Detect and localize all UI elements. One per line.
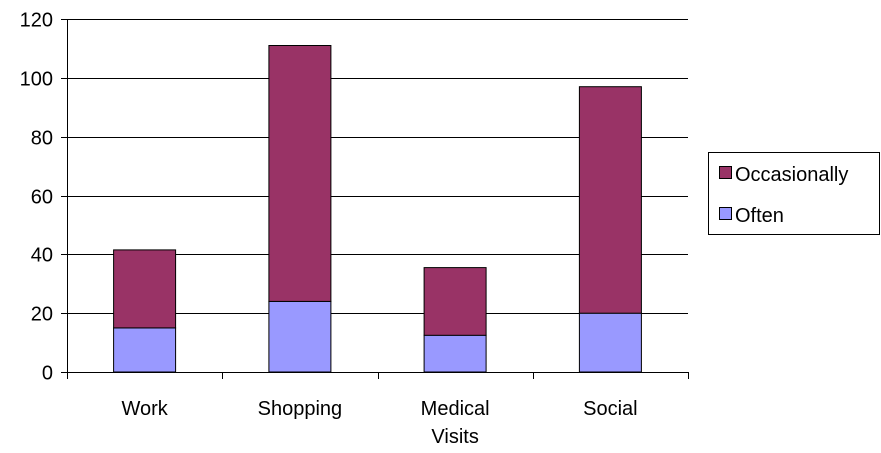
bar-occasionally-social [578,86,642,314]
y-tick-label: 80 [31,128,53,150]
x-tick-label: Social [583,398,637,420]
bar-often-medical-visits [423,334,487,373]
bar-often-social [578,312,642,373]
legend-label-often: Often [735,205,784,227]
x-tick-label-line: Social [583,398,637,420]
legend-label-occasionally: Occasionally [735,164,848,186]
x-tick-label-line: Work [121,398,168,420]
y-tick-label: 40 [31,245,53,267]
bar-often-work [113,327,177,373]
legend: Occasionally Often [708,152,880,235]
y-tick-label: 60 [31,187,53,209]
x-tick-label-line: Medical [421,398,490,420]
x-tick-label: Shopping [258,398,343,420]
x-tick-label: Medical Visits [421,398,490,448]
y-tick-label: 0 [42,363,53,385]
y-tick-label: 120 [20,10,53,32]
bar-occasionally-medical-visits [423,267,487,336]
legend-swatch-occasionally [719,166,732,179]
x-tick-label-line: Shopping [258,398,343,420]
x-tick-label-line: Visits [431,426,478,448]
bar-occasionally-work [113,249,177,329]
x-tick-label: Work [121,398,168,420]
axes: 0 20 40 60 80 100 120 Work Shopping Medical Visits… [20,10,689,448]
y-tick-label: 100 [20,69,53,91]
bar-occasionally-shopping [268,45,332,302]
legend-box [708,152,880,235]
bars [113,45,642,373]
bar-often-shopping [268,300,332,373]
legend-swatch-often [719,207,732,220]
y-tick-label: 20 [31,304,53,326]
